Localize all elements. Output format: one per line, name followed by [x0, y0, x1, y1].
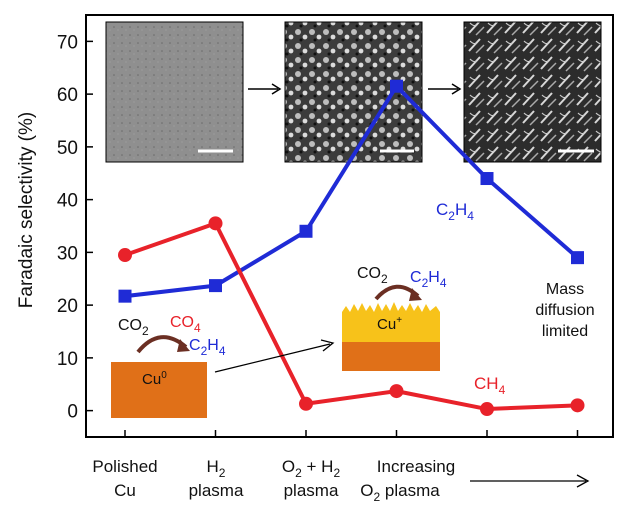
x-label-increasing: O2 plasma — [360, 481, 440, 504]
data-point-c2h4 — [299, 224, 313, 238]
copper-block — [342, 342, 440, 371]
series-line-c2h4 — [124, 84, 579, 299]
data-point-ch4 — [389, 384, 404, 399]
x-label-o2h2: O2 + H2 — [282, 457, 341, 480]
data-point-ch4 — [118, 248, 132, 263]
x-label-increasing: Increasing — [377, 457, 455, 476]
x-category-labels: Polished Cu H2 plasma O2 + H2 plasma Inc… — [92, 457, 455, 504]
sem-micrograph-polished — [105, 21, 244, 163]
x-label-o2h2: plasma — [284, 481, 339, 500]
oxide-layer — [342, 302, 440, 342]
data-point-c2h4 — [118, 289, 132, 303]
right-arrow-icon — [428, 83, 462, 95]
svg-text:CO2: CO2 — [118, 317, 149, 338]
data-point-ch4 — [570, 398, 585, 413]
series-label-ch4: CH4 — [474, 374, 506, 397]
svg-text:diffusion: diffusion — [535, 302, 594, 319]
svg-text:CO4: CO4 — [170, 314, 201, 335]
svg-text:C2H4: C2H4 — [410, 269, 447, 290]
data-point-ch4 — [208, 216, 223, 231]
plot-frame — [85, 14, 614, 438]
x-label-h2: H2 — [207, 457, 226, 480]
data-point-c2h4 — [480, 172, 494, 186]
data-point-ch4 — [299, 396, 313, 411]
x-axis — [124, 430, 579, 437]
y-tick-label: 20 — [57, 296, 78, 317]
y-tick-label: 30 — [57, 243, 78, 264]
data-point-c2h4 — [390, 79, 403, 93]
y-tick-label: 50 — [57, 138, 78, 159]
svg-text:Mass: Mass — [546, 281, 584, 298]
y-tick-label: 0 — [67, 402, 78, 423]
series-line-ch4 — [124, 221, 578, 412]
y-tick-label: 10 — [57, 349, 78, 370]
series-label-c2h4: C2H4 — [436, 200, 474, 223]
right-arrow-icon — [470, 474, 590, 488]
x-label-h2: plasma — [189, 481, 244, 500]
y-axis: 0 10 20 30 40 50 60 70 — [57, 32, 93, 423]
y-tick-label: 70 — [57, 32, 78, 53]
right-arrow-icon — [214, 339, 335, 373]
y-tick-label: 40 — [57, 191, 78, 212]
sem-micrograph-increasing — [463, 21, 602, 163]
y-axis-title: Faradaic selectivity (%) — [16, 112, 37, 308]
x-label-polished: Cu — [114, 481, 136, 500]
svg-text:limited: limited — [542, 323, 588, 340]
right-arrow-icon — [248, 83, 282, 95]
data-point-c2h4 — [209, 279, 222, 293]
svg-text:Cu+: Cu+ — [377, 315, 402, 333]
annotation-mass-diffusion: Mass diffusion limited — [535, 281, 594, 340]
x-label-polished: Polished — [92, 457, 157, 476]
data-point-c2h4 — [571, 251, 584, 265]
svg-text:CO2: CO2 — [357, 265, 388, 286]
series-layer — [118, 79, 585, 417]
data-point-ch4 — [480, 402, 494, 417]
sem-micrographs — [105, 21, 602, 163]
copper-block — [111, 362, 207, 418]
svg-text:C2H4: C2H4 — [189, 337, 226, 358]
inset-cuplus: Cu+ CO2 C2H4 — [342, 265, 447, 371]
svg-text:Cu0: Cu0 — [142, 370, 167, 388]
y-tick-label: 60 — [57, 85, 78, 106]
inset-cu0: Cu0 CO2 CO4 C2H4 — [111, 314, 226, 418]
